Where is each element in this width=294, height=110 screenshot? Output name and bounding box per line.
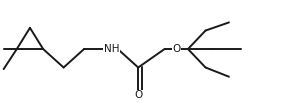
Text: O: O — [134, 90, 142, 100]
Text: O: O — [172, 44, 181, 54]
Text: NH: NH — [103, 44, 119, 54]
